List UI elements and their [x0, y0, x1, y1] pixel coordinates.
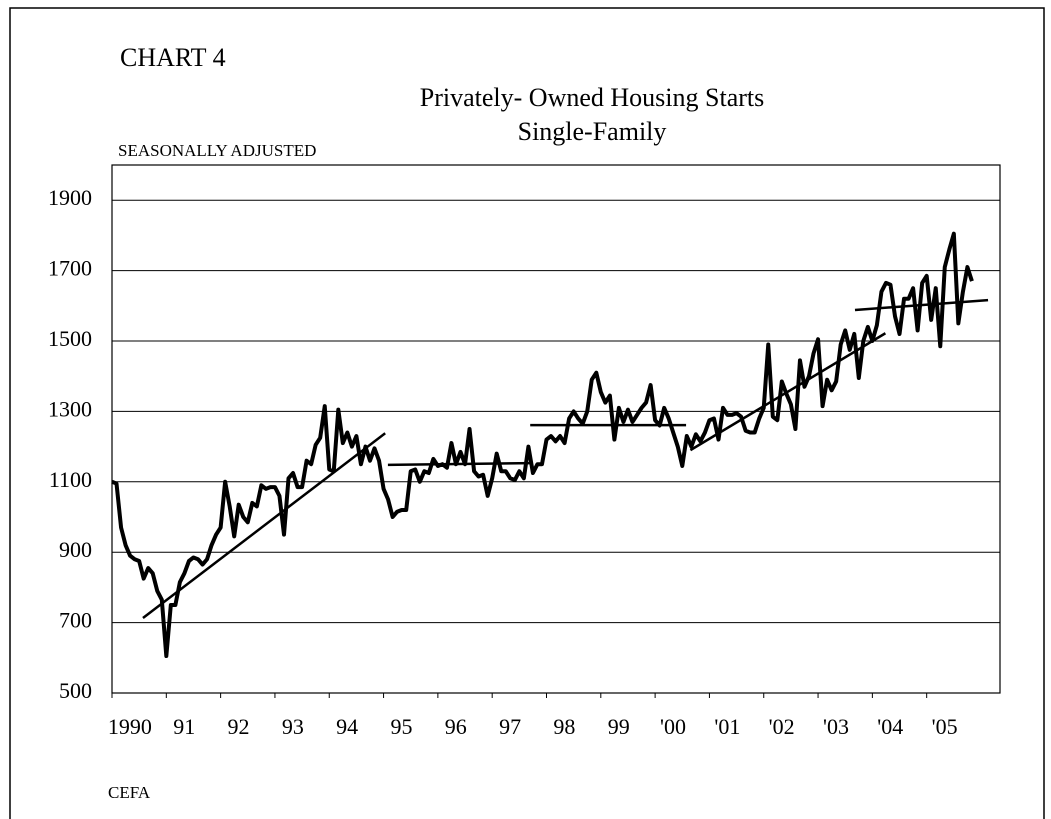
x-tick-label: 95 [390, 714, 412, 739]
x-tick-label: 93 [282, 714, 304, 739]
chart-subtitle: Single-Family [518, 117, 667, 146]
trend-line [854, 298, 989, 312]
series-line [111, 231, 974, 659]
x-tick-label: 98 [553, 714, 575, 739]
x-tick-label: 94 [336, 714, 358, 739]
trend-line [689, 332, 887, 452]
trend-line [142, 432, 386, 620]
y-tick-label: 1100 [49, 467, 92, 492]
y-tick-label: 1500 [48, 326, 92, 351]
x-tick-label: '05 [932, 714, 958, 739]
trend-line [387, 461, 531, 467]
y-tick-label: 700 [59, 608, 92, 633]
x-tick-label: 1990 [108, 714, 152, 739]
y-tick-label: 1700 [48, 256, 92, 281]
x-tick-label: 91 [173, 714, 195, 739]
y-tick-label: 500 [59, 678, 92, 703]
chart-title: Privately- Owned Housing Starts [420, 83, 764, 112]
y-tick-label: 900 [59, 537, 92, 562]
y-tick-label: 1300 [48, 396, 92, 421]
x-tick-label: '04 [877, 714, 903, 739]
x-tick-label: '02 [769, 714, 795, 739]
x-tick-label: '01 [714, 714, 740, 739]
frame [9, 7, 1045, 819]
chart-label: CHART 4 [120, 43, 226, 72]
plot-area [111, 164, 1001, 694]
x-tick-label: 92 [228, 714, 250, 739]
source: CEFA [108, 783, 151, 802]
x-tick-label: 96 [445, 714, 467, 739]
x-tick-label: '03 [823, 714, 849, 739]
y-axis-label: SEASONALLY ADJUSTED [118, 141, 316, 160]
y-tick-label: 1900 [48, 185, 92, 210]
x-tick-label: 97 [499, 714, 521, 739]
x-tick-label: 99 [608, 714, 630, 739]
x-tick-label: '00 [660, 714, 686, 739]
